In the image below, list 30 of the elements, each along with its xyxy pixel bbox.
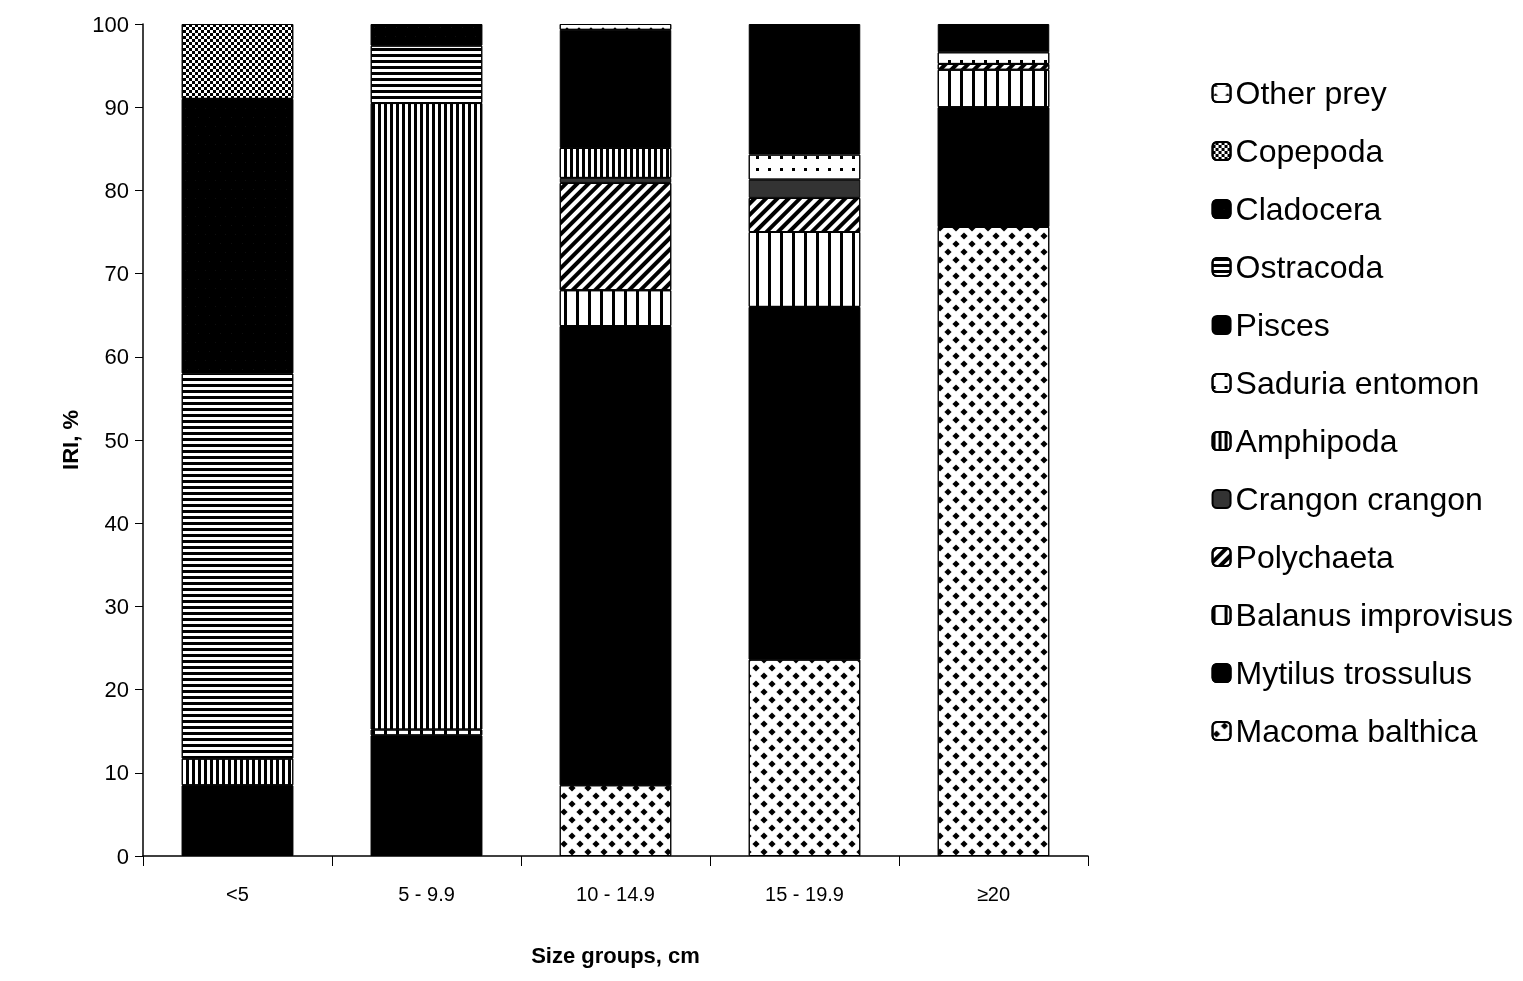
legend-label: Polychaeta <box>1235 539 1395 575</box>
y-tick-label: 20 <box>104 677 129 703</box>
x-tick-label: 15 - 19.9 <box>765 883 844 905</box>
legend-label: Crangon crangon <box>1235 481 1483 517</box>
legend-label: Cladocera <box>1235 191 1382 227</box>
y-tick-label: 60 <box>104 344 129 370</box>
legend-label: Other prey <box>1235 75 1387 111</box>
x-tick-label: <5 <box>226 883 249 905</box>
y-tick-label: 80 <box>104 177 129 203</box>
x-tick-label: 5 - 9.9 <box>398 883 455 905</box>
legend-label: Pisces <box>1235 307 1330 343</box>
x-tick-label: ≥20 <box>976 883 1011 905</box>
y-tick-label: 100 <box>92 11 129 37</box>
y-tick-label: 90 <box>104 94 129 120</box>
legend-label: Mytilus trossulus <box>1235 655 1473 691</box>
legend-label: Saduria entomon <box>1235 365 1480 401</box>
y-tick-label: 30 <box>104 593 129 619</box>
legend-label: Copepoda <box>1235 133 1384 169</box>
y-tick-label: 0 <box>116 843 129 869</box>
y-tick-label: 50 <box>104 427 129 453</box>
y-tick-label: 70 <box>104 261 129 287</box>
legend-label: Ostracoda <box>1235 249 1384 285</box>
y-tick-label: 40 <box>104 510 129 536</box>
legend-label: Balanus improvisus <box>1235 597 1513 633</box>
legend-label: Macoma balthica <box>1235 713 1478 749</box>
y-tick-label: 10 <box>104 760 129 786</box>
x-axis-title: Size groups, cm <box>531 942 700 968</box>
legend-label: Amphipoda <box>1235 423 1398 459</box>
x-tick-label: 10 - 14.9 <box>576 883 655 905</box>
y-axis-title: IRI, % <box>57 410 83 470</box>
